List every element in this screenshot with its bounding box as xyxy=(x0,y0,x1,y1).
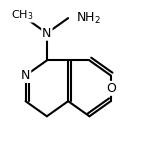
Text: NH$_2$: NH$_2$ xyxy=(76,11,101,26)
Text: N: N xyxy=(21,69,30,82)
Text: CH$_3$: CH$_3$ xyxy=(11,8,33,22)
Text: O: O xyxy=(106,82,116,95)
Text: N: N xyxy=(42,27,52,40)
